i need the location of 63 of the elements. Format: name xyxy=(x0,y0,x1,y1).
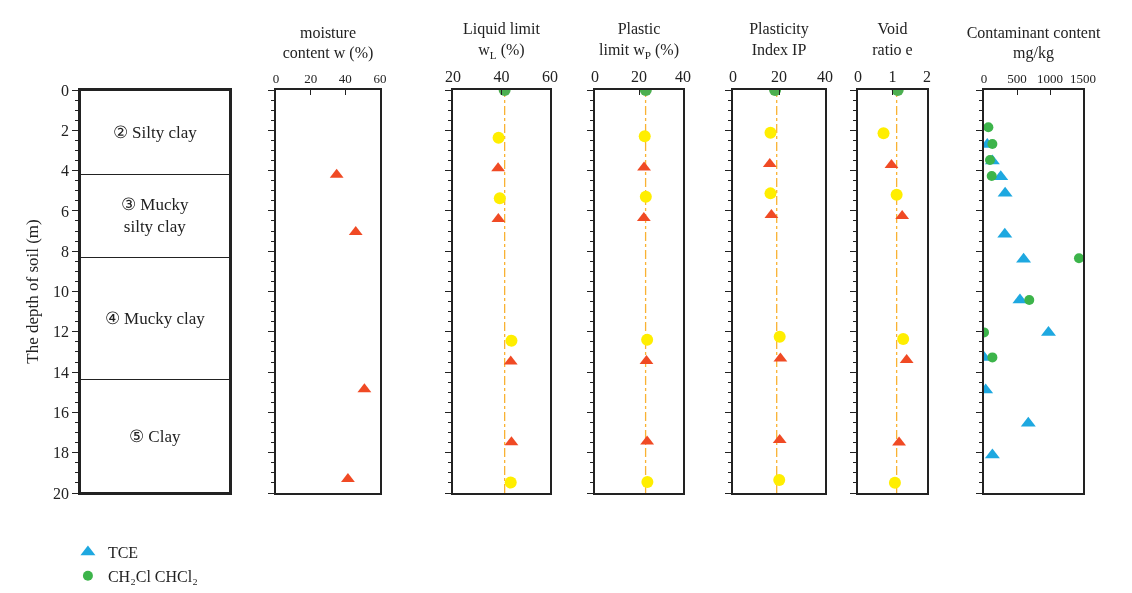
x-tick-label: 20 xyxy=(631,67,647,85)
y-tick-label: 8 xyxy=(61,242,70,260)
series-label: ⑤ Clay xyxy=(129,426,181,446)
y-tick-label: 14 xyxy=(53,363,70,381)
point xyxy=(888,476,901,489)
point xyxy=(1073,253,1083,264)
x-tick-label: 500 xyxy=(1007,71,1027,87)
x-axis-title: Contaminant content mg/kg xyxy=(966,23,1101,63)
y-tick-label: 6 xyxy=(61,202,70,220)
point xyxy=(985,154,996,165)
series-label: ④ Mucky clay xyxy=(104,308,206,328)
legend-label: TCE xyxy=(107,544,139,562)
point xyxy=(492,131,505,144)
x-tick-label: 60 xyxy=(542,67,558,85)
x-tick-label: 20 xyxy=(445,67,461,85)
y-axis-title: The depth of soil (m) xyxy=(23,219,43,364)
x-tick-label: 40 xyxy=(675,67,691,85)
x-tick-label: 1 xyxy=(888,67,897,85)
x-tick-label: 40 xyxy=(493,67,510,85)
x-tick-label: 2 xyxy=(923,67,931,85)
point xyxy=(890,188,903,201)
point xyxy=(764,187,777,200)
x-axis-title: Plastic limit w$_{P}$ (%) xyxy=(599,20,679,61)
x-tick-label: 20 xyxy=(771,67,787,85)
point xyxy=(504,476,517,489)
x-tick-label: 0 xyxy=(591,67,599,85)
legend-label: CH₂Cl CHCl₂ xyxy=(107,567,198,585)
x-tick-label: 0 xyxy=(854,67,862,85)
point xyxy=(877,127,890,140)
point xyxy=(493,192,506,205)
y-tick-label: 2 xyxy=(61,121,70,139)
x-tick-label: 0 xyxy=(980,71,988,87)
x-tick-label: 1000 xyxy=(1037,71,1063,87)
x-axis-title: moisture content w (%) xyxy=(282,23,374,63)
y-tick-label: 16 xyxy=(53,404,70,421)
y-tick-label: 12 xyxy=(53,323,70,341)
series-label: ② Silty clay xyxy=(112,122,198,142)
point xyxy=(897,333,910,346)
x-axis-title: Liquid limit w$_{L}$ (%) xyxy=(463,20,541,61)
point xyxy=(986,171,997,182)
x-axis-title: Void ratio e xyxy=(872,20,913,59)
y-tick-label: 18 xyxy=(53,444,70,462)
x-tick-label: 60 xyxy=(373,71,387,87)
x-tick-label: 0 xyxy=(729,67,737,85)
point xyxy=(341,472,355,482)
x-tick-label: 40 xyxy=(817,67,833,85)
point xyxy=(773,473,786,486)
point xyxy=(773,330,786,343)
x-tick-label: 1500 xyxy=(1070,71,1096,87)
y-tick-label: 10 xyxy=(53,283,70,301)
point xyxy=(984,122,994,133)
point xyxy=(1024,294,1035,305)
point xyxy=(505,334,518,347)
point xyxy=(764,126,777,139)
x-tick-label: 40 xyxy=(338,71,352,87)
y-tick-label: 4 xyxy=(61,162,70,180)
x-axis-title: Plasticity Index IP xyxy=(749,20,809,59)
x-tick-label: 20 xyxy=(304,71,318,87)
series-label: ③ Mucky silty clay xyxy=(121,195,189,237)
x-tick-label: 0 xyxy=(272,71,280,87)
point xyxy=(987,352,998,363)
point xyxy=(892,436,906,446)
y-tick-label: 20 xyxy=(53,484,70,502)
